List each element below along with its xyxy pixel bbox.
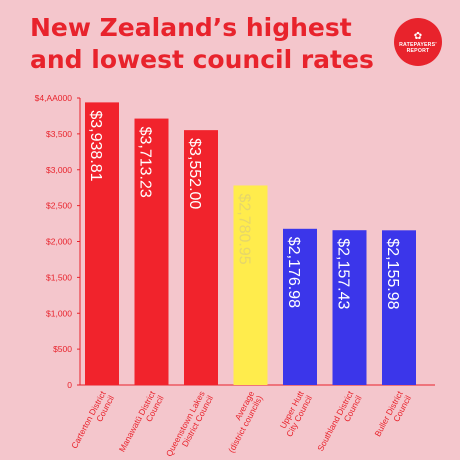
x-tick-label: Buller DistrictCouncil (372, 389, 413, 443)
y-tick-label: $2,500 (46, 201, 72, 211)
y-tick-label: $3,000 (46, 165, 72, 175)
y-tick-label: $1,500 (46, 272, 72, 282)
chart-title: New Zealand’s highest and lowest council… (30, 13, 374, 74)
bar-value-label: $3,938.81 (87, 110, 104, 181)
y-tick-label: 0 (67, 380, 72, 390)
x-tick-label: Average(district councils) (218, 389, 265, 454)
x-tick-label: Manawatū DistrictCouncil (117, 389, 166, 458)
ratepayers-report-logo: ✿ RATEPAYERS’ REPORT (394, 18, 442, 66)
bar (134, 118, 169, 385)
bar-value-label: $2,157.43 (334, 238, 351, 309)
bar (332, 230, 367, 385)
bar-value-label: $3,552.00 (186, 138, 203, 209)
bar (184, 130, 218, 385)
bar (382, 230, 416, 385)
bar-value-label: $2,780.95 (235, 193, 252, 264)
y-tick-label: $3,500 (46, 129, 72, 139)
bar-value-label: $3,713.23 (136, 127, 153, 198)
x-tick-label: Upper HuttCity Council (276, 389, 315, 439)
y-tick-label: $2,000 (46, 237, 72, 247)
y-tick-label: $500 (53, 344, 72, 354)
x-tick-label: Carterton DistrictCouncil (69, 389, 116, 455)
y-tick-label: $4,AA000 (35, 93, 73, 103)
bar-value-label: $2,155.98 (384, 238, 401, 309)
y-tick-label: $1,000 (46, 308, 72, 318)
logo-line-1: RATEPAYERS’ (399, 41, 437, 48)
bar (233, 185, 268, 385)
bar-value-label: $2,176.98 (285, 237, 302, 308)
x-tick-label: Southland DistrictCouncil (315, 389, 364, 458)
x-tick-label: Queenstown LakesDistrict Council (164, 389, 215, 460)
logo-emblem-icon: ✿ (413, 30, 423, 42)
bar (283, 228, 317, 385)
bar (85, 102, 119, 385)
logo-line-2: REPORT (406, 47, 430, 54)
